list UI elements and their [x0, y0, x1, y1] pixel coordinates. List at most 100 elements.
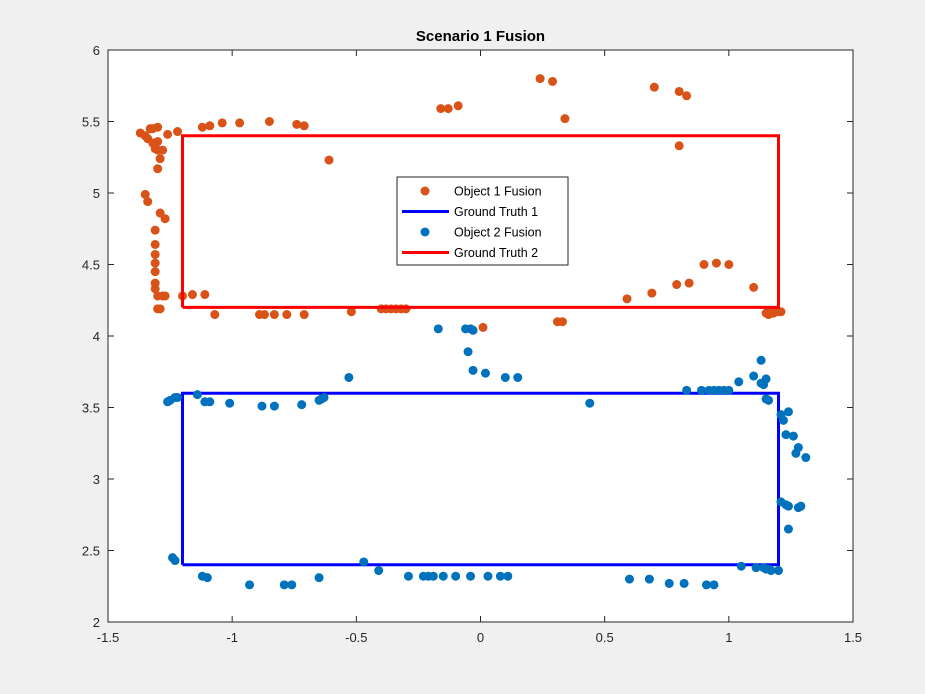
data-point — [585, 398, 595, 408]
data-point — [500, 372, 510, 382]
series-4 — [181, 134, 780, 309]
data-point — [778, 415, 788, 425]
data-point — [647, 288, 657, 298]
data-point — [269, 310, 279, 320]
data-point — [801, 453, 811, 463]
y-tick-label: 2.5 — [82, 544, 100, 559]
y-tick-label: 3 — [93, 472, 100, 487]
data-point — [299, 310, 309, 320]
data-point — [480, 368, 490, 378]
data-point — [269, 401, 279, 411]
data-point — [796, 501, 806, 511]
ground-truth-line — [181, 134, 780, 309]
data-point — [150, 258, 160, 268]
data-point — [644, 574, 654, 584]
data-point — [682, 385, 692, 395]
data-point — [259, 310, 269, 320]
data-point — [468, 325, 478, 335]
data-point — [672, 280, 682, 290]
data-point — [163, 129, 173, 139]
data-point — [664, 578, 674, 588]
data-point — [756, 355, 766, 365]
data-point — [463, 347, 473, 357]
x-tick-label: 1.5 — [844, 630, 862, 645]
data-point — [478, 322, 488, 332]
data-point — [682, 91, 692, 101]
data-point — [292, 119, 302, 129]
data-point — [451, 571, 461, 581]
data-point — [160, 214, 170, 224]
data-point — [359, 557, 369, 567]
data-point — [557, 317, 567, 327]
data-point — [443, 104, 453, 114]
data-point — [468, 365, 478, 375]
data-point — [257, 401, 267, 411]
data-point — [438, 571, 448, 581]
data-point — [788, 431, 798, 441]
data-point — [711, 258, 721, 268]
data-point — [150, 267, 160, 277]
data-point — [374, 566, 384, 576]
x-tick-label: -0.5 — [345, 630, 367, 645]
data-point — [279, 580, 289, 590]
data-point — [453, 101, 463, 111]
legend-label: Ground Truth 2 — [454, 246, 538, 260]
data-point — [751, 563, 761, 573]
data-point — [697, 385, 707, 395]
data-point — [761, 374, 771, 384]
data-point — [749, 282, 759, 292]
data-point — [148, 124, 158, 134]
data-point — [173, 127, 183, 137]
y-tick-label: 4 — [93, 329, 100, 344]
data-point — [766, 566, 776, 576]
data-point — [324, 155, 334, 165]
data-point — [170, 556, 180, 566]
data-point — [403, 571, 413, 581]
data-point — [225, 398, 235, 408]
data-point — [466, 571, 476, 581]
data-point — [679, 578, 689, 588]
data-point — [622, 294, 632, 304]
data-point — [153, 164, 163, 174]
plot-area — [108, 50, 853, 622]
data-point — [264, 117, 274, 126]
data-point — [699, 260, 709, 269]
x-tick-label: -1 — [226, 630, 238, 645]
data-point — [205, 121, 215, 131]
data-point — [297, 400, 307, 410]
data-point — [483, 571, 493, 581]
data-point — [150, 239, 160, 249]
data-point — [535, 74, 545, 84]
series-2 — [181, 391, 780, 567]
legend: Object 1 Fusion Ground Truth 1 Object 2 Fu… — [396, 176, 569, 266]
data-point — [155, 304, 165, 314]
data-point — [150, 284, 160, 294]
data-point — [503, 571, 513, 581]
data-point — [736, 561, 746, 571]
legend-marker-swatch — [420, 186, 430, 196]
data-point — [210, 310, 220, 320]
data-point — [235, 118, 245, 128]
data-point — [774, 566, 783, 576]
data-point — [160, 291, 170, 301]
data-point — [200, 290, 210, 300]
data-point — [783, 501, 793, 511]
data-point — [783, 524, 793, 534]
data-point — [197, 122, 207, 132]
data-point — [513, 372, 523, 382]
y-tick-label: 6 — [93, 43, 100, 58]
data-point — [319, 392, 329, 402]
data-point — [433, 324, 443, 334]
data-point — [724, 260, 734, 269]
data-point — [724, 385, 734, 395]
chart-title: Scenario 1 Fusion — [416, 28, 545, 45]
x-tick-label: 1 — [725, 630, 732, 645]
data-point — [625, 574, 634, 584]
y-tick-label: 5 — [93, 186, 100, 201]
data-point — [202, 573, 212, 583]
data-point — [155, 154, 165, 164]
data-point — [495, 571, 505, 581]
data-point — [158, 145, 168, 155]
data-point — [560, 114, 570, 124]
